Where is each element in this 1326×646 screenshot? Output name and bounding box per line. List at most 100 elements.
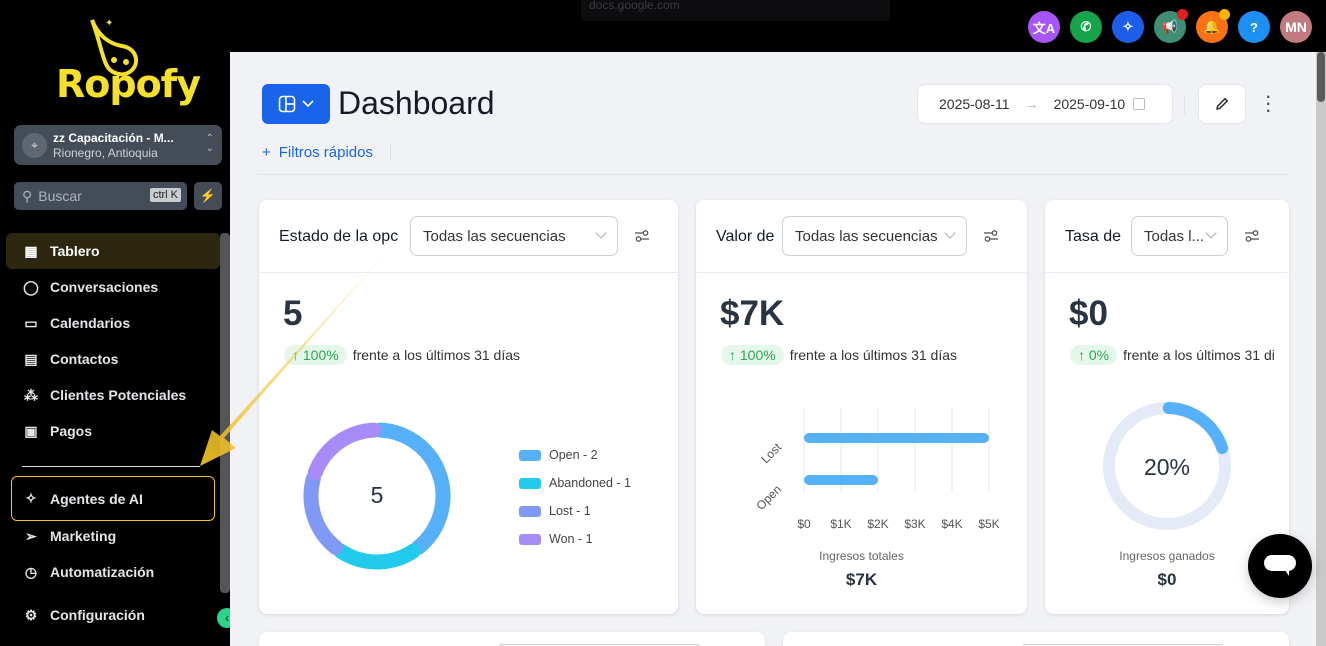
notification-badge [1177, 9, 1188, 20]
legend-label: Lost - 1 [549, 504, 591, 518]
donut-slice-open[interactable] [372, 422, 451, 555]
legend-label: Won - 1 [549, 532, 593, 546]
top-actions: 文A ✆ ✧ 📢 🔔? MN [1028, 9, 1312, 43]
sidebar-scrollbar[interactable] [220, 233, 230, 593]
sidebar-item-agentes-de-ai[interactable]: ✧ Agentes de AI [11, 476, 215, 521]
gear-icon: ⚙ [24, 606, 38, 623]
layout-icon [278, 95, 296, 113]
user-avatar[interactable]: MN [1280, 11, 1312, 43]
phone-icon: ✆ [1080, 19, 1092, 34]
megaphone-button[interactable]: 📢 [1154, 9, 1188, 43]
bar-lost[interactable] [804, 433, 989, 443]
donut-slice-abandoned[interactable] [333, 543, 421, 570]
send-icon: ➢ [25, 527, 37, 544]
translate-button[interactable]: 文A [1028, 11, 1060, 43]
legend-item: Lost - 1 [519, 497, 631, 525]
sidebar-item-conversaciones[interactable]: ◯ Conversaciones [6, 269, 220, 305]
legend-item: Open - 2 [519, 441, 631, 469]
chevron-down-icon [944, 227, 956, 239]
card-title: Estado de la opc [279, 228, 399, 245]
donut-slice-won[interactable] [307, 422, 382, 480]
filter-settings-icon[interactable] [1244, 228, 1260, 244]
filter-settings-icon[interactable] [983, 228, 999, 244]
sidebar-item-pagos[interactable]: ▣ Pagos [6, 413, 220, 449]
legend-item: Abandoned - 1 [519, 469, 631, 497]
help-button[interactable]: ? [1238, 11, 1270, 43]
bell-button[interactable]: 🔔 [1196, 9, 1230, 43]
sidebar-item-label: Agentes de AI [50, 490, 143, 507]
legend-swatch [519, 533, 541, 545]
brand-name: Ropofy [56, 62, 201, 106]
card-title: Tasa de [1065, 228, 1122, 245]
contacts-book-icon: ▤ [24, 350, 38, 367]
sidebar-item-automatizaci-n[interactable]: ◷ Automatización [6, 554, 220, 590]
change-badge: ↑ 100% [284, 345, 347, 365]
date-start: 2025-08-11 [939, 96, 1010, 112]
sidebar-item-label: Tablero [50, 243, 100, 259]
sidebar-item-configuraci-n[interactable]: ⚙ Configuración [6, 597, 220, 633]
page-scrollbar[interactable] [1316, 52, 1326, 646]
sidebar-item-marketing[interactable]: ➢ Marketing [6, 518, 220, 554]
more-options-icon[interactable]: · · · [1266, 89, 1272, 120]
sidebar-item-calendarios[interactable]: ▭ Calendarios [6, 305, 220, 341]
chevron-down-icon [1205, 227, 1217, 239]
sequence-select[interactable]: Todas l... [1131, 216, 1228, 256]
chart-footer-label: Ingresos ganados [1119, 549, 1215, 563]
sidebar-item-clientes-potenciales[interactable]: ⁂ Clientes Potenciales [6, 377, 220, 413]
sequence-select[interactable]: Todas las secuencias [782, 216, 967, 256]
chat-bubble-icon: ◯ [23, 278, 39, 295]
donut-slice-lost[interactable] [303, 471, 344, 555]
sidebar-item-tablero[interactable]: ▦ Tablero [6, 233, 220, 269]
quick-filters-button[interactable]: + Filtros rápidos [262, 144, 373, 161]
date-range-picker[interactable]: 2025-08-11 → 2025-09-10 [917, 84, 1173, 124]
dashboard-switcher-button[interactable] [262, 84, 330, 124]
sidebar-item-label: Clientes Potenciales [50, 387, 187, 403]
sidebar-item-label: Configuración [50, 607, 145, 623]
search-input[interactable]: ⚲ Buscar ctrl K [14, 182, 187, 210]
date-end: 2025-09-10 [1053, 96, 1126, 112]
change-text: frente a los últimos 31 di [1123, 347, 1275, 363]
chevron-down-icon [302, 100, 314, 108]
header-divider [258, 174, 1288, 175]
x-tick-label: $1K [830, 517, 851, 531]
change-text: frente a los últimos 31 días [789, 347, 958, 363]
sequence-select[interactable]: Todas las secuencias [410, 216, 618, 256]
donut-legend: Open - 2 Abandoned - 1 Lost - 1 Won - 1 [519, 441, 631, 553]
chevron-left-icon: ‹ [225, 611, 229, 625]
x-tick-label: $5K [978, 517, 999, 531]
bar-open[interactable] [804, 475, 878, 485]
calendar-icon [1133, 98, 1146, 110]
automation-icon: ◷ [24, 563, 38, 580]
change-badge: ↑ 0% [1070, 345, 1118, 365]
arrow-right-icon: → [1024, 96, 1039, 112]
legend-swatch [519, 505, 541, 517]
quick-filters-label: Filtros rápidos [278, 144, 373, 161]
bolt-icon: ⚡ [199, 188, 217, 203]
svg-text:✦: ✦ [105, 18, 113, 29]
change-badge: ↑ 100% [721, 345, 784, 365]
phone-button[interactable]: ✆ [1070, 11, 1102, 43]
x-tick-label: $4K [941, 517, 962, 531]
sparkle-button[interactable]: ✧ [1112, 11, 1144, 43]
edit-dashboard-button[interactable] [1198, 84, 1246, 124]
quick-action-button[interactable]: ⚡ [194, 182, 222, 210]
chat-bubble-icon [1264, 555, 1296, 576]
y-tick-label: Open [753, 482, 784, 513]
sequence-select[interactable] [1023, 644, 1223, 646]
help-icon: ? [1250, 19, 1258, 35]
pencil-icon [1216, 97, 1229, 110]
metric-value: $0 [1069, 294, 1108, 333]
opportunity-status-card: Estado de la opc Todas las secuencias 5 … [259, 200, 678, 614]
plus-icon: + [262, 144, 271, 161]
metric-value: $7K [720, 294, 785, 333]
separator [390, 144, 391, 160]
sequence-select[interactable] [499, 644, 699, 646]
x-tick-label: $2K [867, 517, 888, 531]
sidebar-item-label: Conversaciones [50, 279, 159, 295]
conversion-gauge-chart [1103, 402, 1231, 530]
dashboard-card-lower-right [783, 632, 1289, 646]
filter-settings-icon[interactable] [634, 228, 650, 244]
chat-widget-button[interactable] [1248, 534, 1312, 598]
sidebar-item-contactos[interactable]: ▤ Contactos [6, 341, 220, 377]
location-switcher[interactable]: ⌖ zz Capacitación - M... Rionegro, Antio… [14, 125, 222, 165]
